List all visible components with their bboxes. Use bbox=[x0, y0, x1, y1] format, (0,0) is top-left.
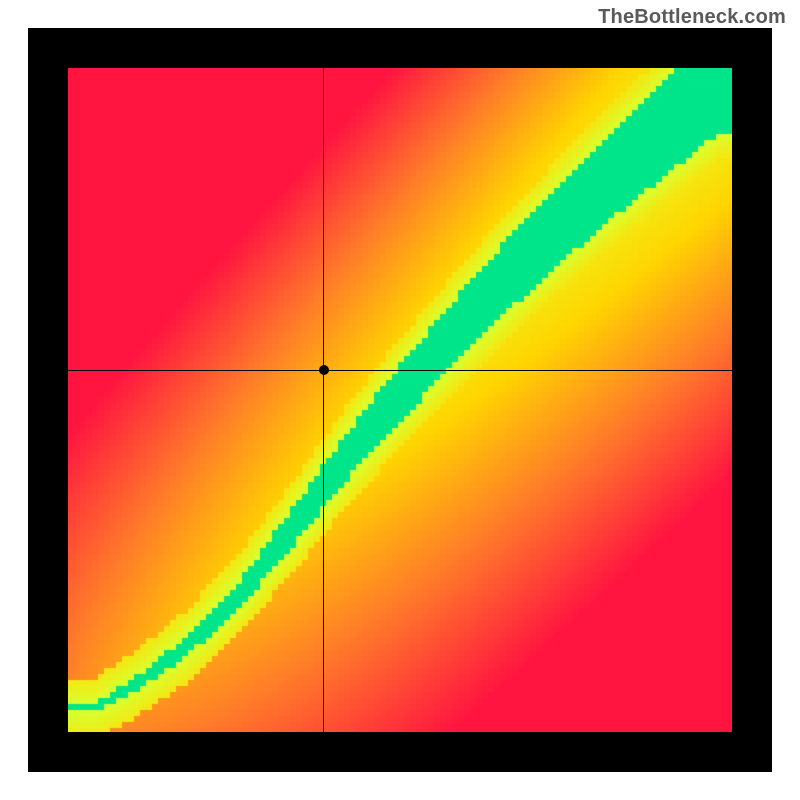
plot-area bbox=[68, 68, 732, 732]
marker-point bbox=[319, 365, 329, 375]
heatmap-canvas bbox=[68, 68, 732, 732]
chart-container: TheBottleneck.com bbox=[0, 0, 800, 800]
crosshair-horizontal bbox=[68, 370, 732, 371]
crosshair-vertical bbox=[323, 68, 324, 732]
watermark-text: TheBottleneck.com bbox=[598, 6, 786, 29]
